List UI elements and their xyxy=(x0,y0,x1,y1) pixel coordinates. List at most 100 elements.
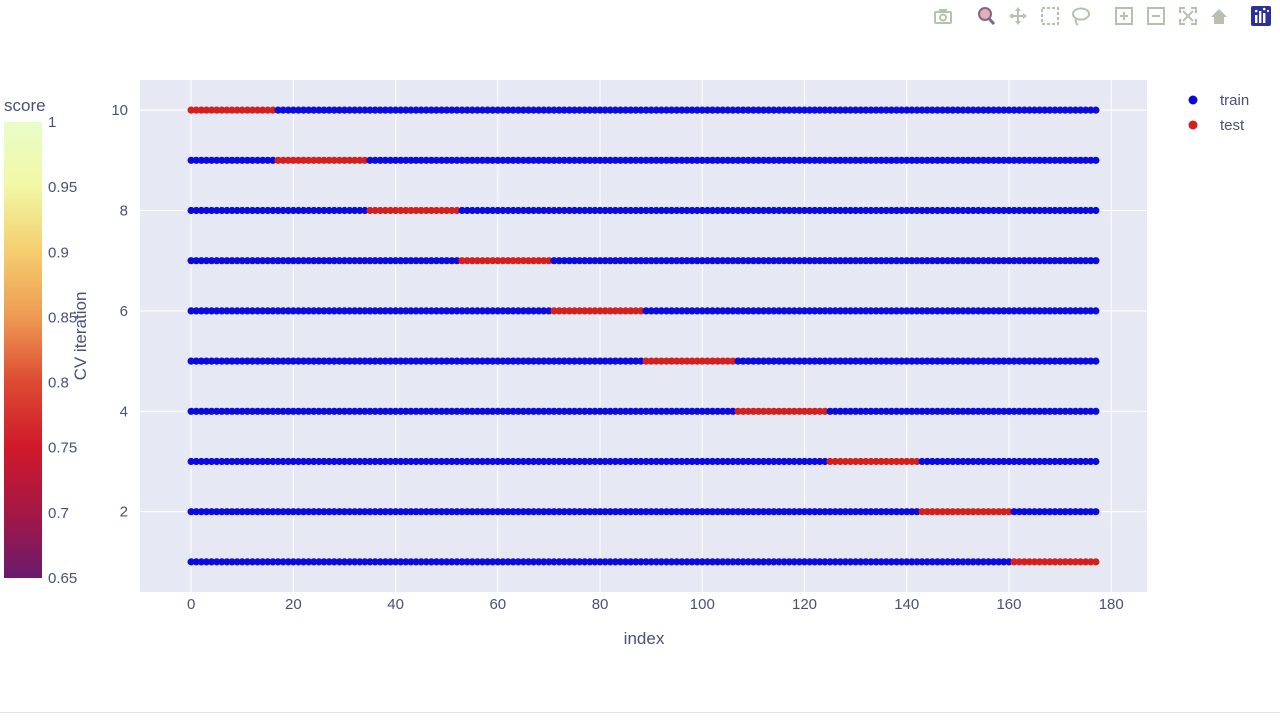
train-point[interactable] xyxy=(622,106,630,114)
train-point[interactable] xyxy=(228,257,236,265)
train-point[interactable] xyxy=(749,206,758,215)
train-point[interactable] xyxy=(836,156,844,164)
train-point[interactable] xyxy=(187,508,195,516)
train-point[interactable] xyxy=(535,206,543,215)
train-point[interactable] xyxy=(857,357,865,365)
train-point[interactable] xyxy=(1082,307,1090,315)
train-point[interactable] xyxy=(601,558,609,566)
train-point[interactable] xyxy=(233,558,241,566)
train-point[interactable] xyxy=(995,307,1003,315)
train-point[interactable] xyxy=(944,106,952,114)
train-point[interactable] xyxy=(1087,508,1095,516)
train-point[interactable] xyxy=(530,307,538,315)
train-point[interactable] xyxy=(744,257,752,265)
test-point[interactable] xyxy=(1071,558,1080,566)
train-point[interactable] xyxy=(627,206,635,215)
train-point[interactable] xyxy=(361,257,369,265)
train-point[interactable] xyxy=(253,508,262,516)
train-point[interactable] xyxy=(928,407,936,415)
train-point[interactable] xyxy=(504,156,512,164)
train-point[interactable] xyxy=(351,457,359,466)
test-point[interactable] xyxy=(1041,558,1049,566)
train-point[interactable] xyxy=(872,357,880,365)
train-point[interactable] xyxy=(852,407,860,415)
train-point[interactable] xyxy=(1056,357,1064,365)
train-point[interactable] xyxy=(923,457,931,466)
train-point[interactable] xyxy=(821,307,829,315)
train-point[interactable] xyxy=(780,558,788,566)
train-point[interactable] xyxy=(213,206,221,215)
train-point[interactable] xyxy=(345,457,354,466)
train-point[interactable] xyxy=(831,156,839,164)
train-point[interactable] xyxy=(688,508,696,516)
train-point[interactable] xyxy=(846,257,855,265)
train-point[interactable] xyxy=(928,457,936,466)
train-point[interactable] xyxy=(703,156,712,164)
train-point[interactable] xyxy=(846,106,855,114)
train-point[interactable] xyxy=(397,457,405,466)
train-point[interactable] xyxy=(770,206,778,215)
test-point[interactable] xyxy=(356,156,364,164)
train-point[interactable] xyxy=(294,407,303,415)
train-point[interactable] xyxy=(969,407,977,415)
train-point[interactable] xyxy=(1025,407,1034,415)
train-point[interactable] xyxy=(540,156,548,164)
train-point[interactable] xyxy=(857,156,865,164)
train-point[interactable] xyxy=(949,357,957,365)
test-point[interactable] xyxy=(345,156,354,164)
train-point[interactable] xyxy=(969,156,977,164)
train-point[interactable] xyxy=(729,106,737,114)
train-point[interactable] xyxy=(969,106,977,114)
train-point[interactable] xyxy=(228,156,236,164)
train-point[interactable] xyxy=(197,257,205,265)
train-point[interactable] xyxy=(315,357,323,365)
train-point[interactable] xyxy=(765,206,773,215)
train-point[interactable] xyxy=(407,257,415,265)
train-point[interactable] xyxy=(386,558,395,566)
train-point[interactable] xyxy=(882,206,890,215)
train-point[interactable] xyxy=(734,457,742,466)
train-point[interactable] xyxy=(698,508,706,516)
train-point[interactable] xyxy=(197,508,205,516)
train-point[interactable] xyxy=(862,307,870,315)
train-point[interactable] xyxy=(1025,257,1034,265)
train-point[interactable] xyxy=(1076,206,1085,215)
train-point[interactable] xyxy=(923,156,931,164)
train-point[interactable] xyxy=(780,257,788,265)
train-point[interactable] xyxy=(417,307,425,315)
test-point[interactable] xyxy=(453,206,461,215)
train-point[interactable] xyxy=(765,457,773,466)
train-point[interactable] xyxy=(647,558,655,566)
train-point[interactable] xyxy=(591,206,599,215)
train-point[interactable] xyxy=(892,407,901,415)
train-point[interactable] xyxy=(811,558,819,566)
train-point[interactable] xyxy=(1036,407,1044,415)
train-point[interactable] xyxy=(560,457,568,466)
train-point[interactable] xyxy=(637,457,645,466)
train-point[interactable] xyxy=(305,558,313,566)
train-point[interactable] xyxy=(320,357,328,365)
train-point[interactable] xyxy=(412,508,420,516)
train-point[interactable] xyxy=(330,206,338,215)
train-point[interactable] xyxy=(785,508,793,516)
train-point[interactable] xyxy=(366,106,374,114)
train-point[interactable] xyxy=(688,407,696,415)
train-point[interactable] xyxy=(739,156,747,164)
train-point[interactable] xyxy=(218,407,226,415)
train-point[interactable] xyxy=(330,106,338,114)
train-point[interactable] xyxy=(1061,257,1069,265)
test-point[interactable] xyxy=(289,156,297,164)
train-point[interactable] xyxy=(397,257,405,265)
test-point[interactable] xyxy=(524,257,533,265)
train-point[interactable] xyxy=(719,558,727,566)
train-point[interactable] xyxy=(1015,257,1023,265)
train-point[interactable] xyxy=(627,156,635,164)
test-point[interactable] xyxy=(371,206,379,215)
train-point[interactable] xyxy=(852,508,860,516)
train-point[interactable] xyxy=(944,156,952,164)
test-point[interactable] xyxy=(749,407,758,415)
train-point[interactable] xyxy=(616,257,625,265)
train-point[interactable] xyxy=(1000,257,1008,265)
train-point[interactable] xyxy=(386,508,395,516)
test-point[interactable] xyxy=(294,156,303,164)
